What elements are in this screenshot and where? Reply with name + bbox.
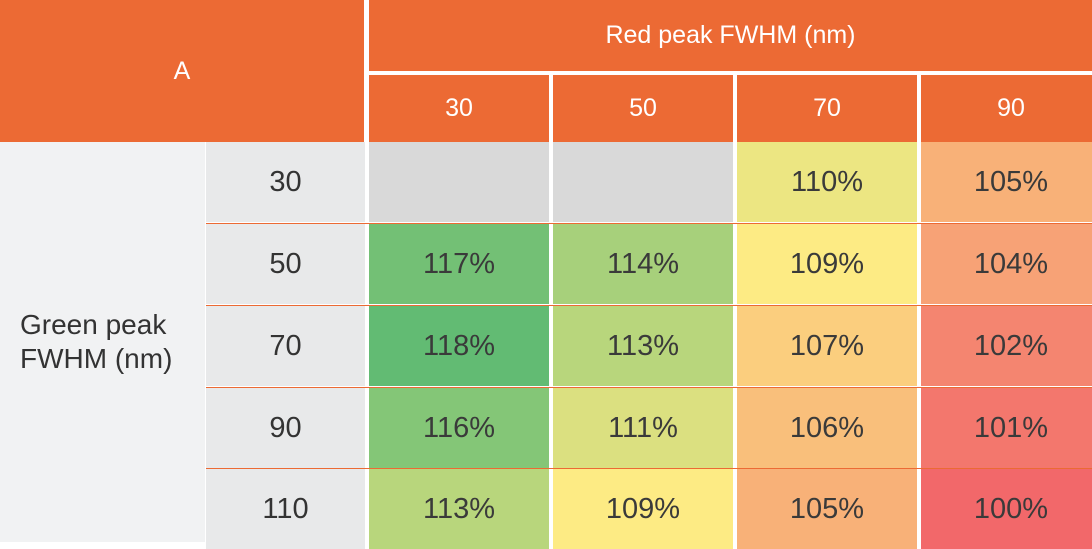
row-header-110: 110 — [206, 469, 365, 549]
heatmap-cell-70-50: 113% — [553, 306, 733, 386]
heatmap-cell-70-30: 118% — [369, 306, 549, 386]
heatmap-cell-110-70: 105% — [737, 469, 917, 549]
column-header-30: 30 — [369, 75, 549, 142]
column-header-90: 90 — [921, 75, 1092, 142]
row-header-70: 70 — [206, 306, 365, 386]
heatmap-cell-70-70: 107% — [737, 306, 917, 386]
row-divider — [206, 387, 1092, 388]
heatmap-cell-110-50: 109% — [553, 469, 733, 549]
heatmap-cell-70-90: 102% — [921, 306, 1092, 386]
heatmap-cell-50-70: 109% — [737, 224, 917, 304]
corner-label: A — [0, 0, 364, 142]
column-header-70: 70 — [737, 75, 917, 142]
heatmap-cell-30-50 — [553, 142, 733, 222]
heatmap-cell-50-30: 117% — [369, 224, 549, 304]
column-header-50: 50 — [553, 75, 733, 142]
heatmap-cell-90-50: 111% — [553, 388, 733, 468]
heatmap-cell-90-90: 101% — [921, 388, 1092, 468]
heatmap-cell-30-70: 110% — [737, 142, 917, 222]
heatmap-cell-110-30: 113% — [369, 469, 549, 549]
row-group-label: Green peak FWHM (nm) — [0, 142, 205, 542]
row-header-50: 50 — [206, 224, 365, 304]
heatmap-cell-50-90: 104% — [921, 224, 1092, 304]
row-divider — [206, 223, 1092, 224]
heatmap-cell-50-50: 114% — [553, 224, 733, 304]
heatmap-cell-30-30 — [369, 142, 549, 222]
row-divider — [206, 468, 1092, 469]
heatmap-cell-30-90: 105% — [921, 142, 1092, 222]
column-group-label: Red peak FWHM (nm) — [369, 0, 1092, 71]
row-header-30: 30 — [206, 142, 365, 222]
row-divider — [206, 305, 1092, 306]
heatmap-cell-90-30: 116% — [369, 388, 549, 468]
row-header-90: 90 — [206, 388, 365, 468]
heatmap-cell-90-70: 106% — [737, 388, 917, 468]
heatmap-cell-110-90: 100% — [921, 469, 1092, 549]
